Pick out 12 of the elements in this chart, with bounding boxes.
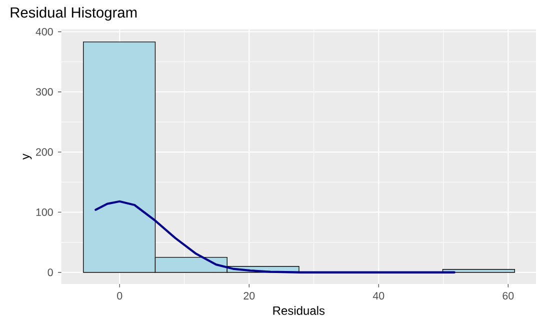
- y-axis-title: y: [22, 154, 32, 160]
- y-tick-label: 400: [36, 28, 53, 36]
- y-tick-label: 200: [36, 148, 53, 156]
- y-tick-label: 0: [48, 268, 53, 276]
- x-tick-label: 0: [117, 292, 122, 300]
- x-tick-label: 60: [502, 292, 514, 300]
- x-axis-title: Residuals: [273, 306, 325, 315]
- x-tick-label: 20: [244, 292, 255, 300]
- y-tick-label: 300: [36, 88, 53, 96]
- chart-title: Residual Histogram: [10, 6, 137, 21]
- x-tick-label: 40: [372, 292, 384, 300]
- y-tick-label: 100: [36, 208, 53, 216]
